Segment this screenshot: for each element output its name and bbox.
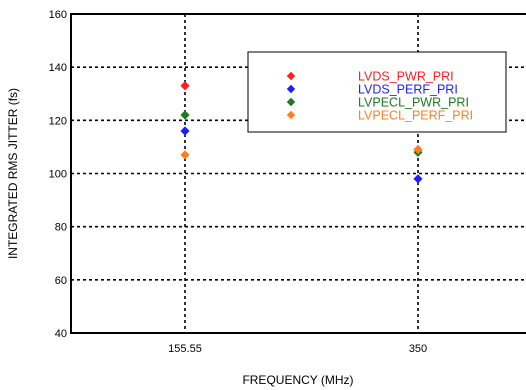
data-point [180, 110, 190, 120]
legend-entry-label: LVPECL_PERF_PRI [358, 109, 473, 123]
legend-entry-label: LVDS_PWR_PRI [358, 70, 454, 84]
x-tick-label: 155.55 [168, 343, 202, 355]
plot-frame [70, 13, 526, 334]
legend-entry-label: LVPECL_PWR_PRI [358, 96, 469, 110]
x-axis-label: FREQUENCY (MHz) [242, 373, 353, 387]
y-tick-label: 120 [49, 115, 67, 127]
x-tick-labels: 155.55 350 [168, 343, 427, 355]
y-axis-label: INTEGRATED RMS JITTER (fs) [6, 88, 20, 259]
y-tick-label: 100 [49, 169, 67, 181]
legend-marker-icon [286, 71, 296, 81]
y-tick-label: 80 [55, 222, 67, 234]
x-tick-label: 350 [409, 343, 427, 355]
data-points [180, 81, 423, 184]
y-tick-label: 40 [55, 328, 67, 340]
y-tick-label: 60 [55, 275, 67, 287]
data-point [413, 174, 423, 184]
y-tick-label: 140 [49, 62, 67, 74]
legend-entry-label: LVDS_PERF_PRI [358, 83, 458, 97]
data-point [180, 126, 190, 136]
data-point [180, 81, 190, 91]
legend-marker-icon [286, 110, 296, 120]
legend-marker-icon [286, 84, 296, 94]
legend: LVDS_PWR_PRILVDS_PERF_PRILVPECL_PWR_PRIL… [247, 51, 507, 133]
y-tick-labels: 40 60 80 100 120 140 160 [49, 9, 67, 340]
data-point [413, 144, 423, 155]
legend-marker-icon [286, 97, 296, 107]
data-point [180, 150, 190, 160]
y-tick-label: 160 [49, 9, 67, 21]
